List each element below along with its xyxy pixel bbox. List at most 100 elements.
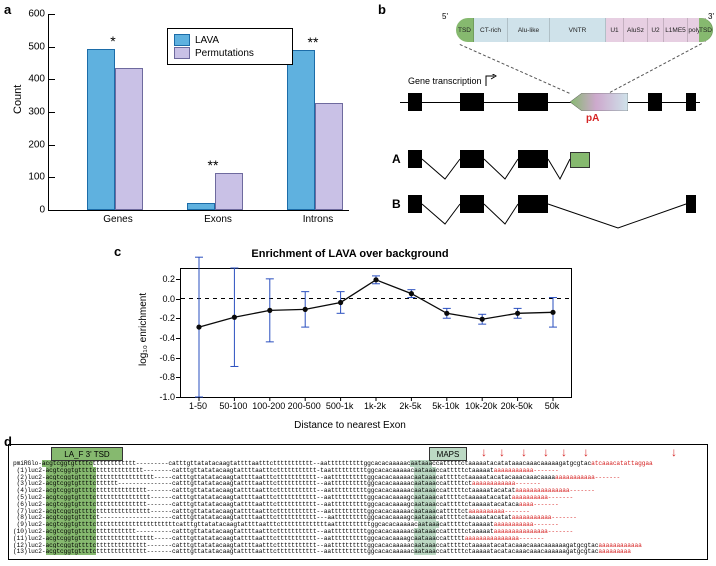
- legend-lava-label: LAVA: [195, 35, 219, 46]
- ytick-label: -0.2: [147, 313, 175, 323]
- sig-mark: *: [110, 33, 115, 49]
- bar-perm: [115, 68, 143, 210]
- ytick-label: 300: [19, 107, 45, 118]
- gene-line-B: [400, 204, 700, 205]
- ytick: [176, 279, 181, 280]
- exon: [686, 93, 696, 111]
- ytick-label: 400: [19, 74, 45, 85]
- ytick: [49, 112, 55, 113]
- exon: [408, 93, 422, 111]
- bar-lava: [87, 49, 115, 210]
- legend: LAVA Permutations: [167, 28, 293, 65]
- sig-mark: **: [308, 34, 319, 50]
- panel-d-header: LA_F 3' TSD MAPS ↓ ↓ ↓ ↓ ↓ ↓ ↓: [13, 447, 703, 461]
- guide-dash: [610, 43, 702, 93]
- splice-a: [408, 157, 598, 183]
- seq-block: pmiRGlo-acgtcggtgttttctttttttttttt------…: [13, 461, 703, 556]
- ytick-label: 0.0: [147, 294, 175, 304]
- ytick: [176, 358, 181, 359]
- ytick: [176, 377, 181, 378]
- ytick: [176, 299, 181, 300]
- polyA-arrow-icon: ↓: [499, 447, 505, 457]
- chart-c-plotarea: 0.20.0-0.2-0.4-0.6-0.8-1.0: [180, 268, 572, 398]
- ytick: [176, 397, 181, 398]
- ytick-label: 600: [19, 9, 45, 20]
- ytick-label: -0.8: [147, 372, 175, 382]
- transcription-text: Gene transcription: [408, 76, 482, 86]
- seq-row: (13)luc2-acgtcggtgttttctttttttttttttt---…: [13, 549, 703, 556]
- pA-label: pA: [586, 113, 599, 124]
- five-prime-label: 5': [442, 12, 448, 21]
- ytick: [49, 47, 55, 48]
- xtick-label: Introns: [283, 214, 353, 225]
- figure-root: { "panel_labels": {"a":"a","b":"b","c":"…: [0, 0, 716, 566]
- legend-swatch-lava: [174, 34, 190, 46]
- polyA-arrow-icon: ↓: [543, 447, 549, 457]
- xtick-label: Exons: [183, 214, 253, 225]
- chart-c-title: Enrichment of LAVA over background: [120, 248, 580, 260]
- ytick-label: 100: [19, 172, 45, 183]
- panel-b: 5' 3' TSDCT-richAlu-likeVNTRU1AluSzU2L1M…: [380, 4, 710, 240]
- cassette-seg-label: Alu-like: [518, 27, 539, 34]
- exon: [648, 93, 662, 111]
- lava-cassette: TSDCT-richAlu-likeVNTRU1AluSzU2L1ME5poly…: [456, 18, 706, 42]
- chart-c-xtitle: Distance to nearest Exon: [120, 420, 580, 431]
- ytick-label: -0.6: [147, 353, 175, 363]
- polyA-arrow-icon: ↓: [521, 447, 527, 457]
- exon: [518, 93, 548, 111]
- cassette-seg-label: TSD: [699, 27, 712, 34]
- ytick: [49, 210, 55, 211]
- polyA-arrow-icon: ↓: [583, 447, 589, 457]
- sig-mark: **: [208, 157, 219, 173]
- cassette-seg: L1ME5: [664, 18, 688, 42]
- legend-perm-label: Permutations: [195, 48, 254, 59]
- chart-c-svg: [181, 269, 571, 397]
- cassette-seg: CT-rich: [474, 18, 508, 42]
- tsd-header: LA_F 3' TSD: [51, 447, 123, 461]
- cassette-seg: TSD: [699, 18, 713, 42]
- panel-a: Count 0100200300400500600Genes*Exons**In…: [10, 4, 370, 240]
- ytick-label: -0.4: [147, 333, 175, 343]
- cassette-seg-label: CT-rich: [480, 27, 501, 34]
- cassette-seg: U2: [648, 18, 664, 42]
- cassette-seg-label: L1ME5: [665, 27, 686, 34]
- panel-c: Enrichment of LAVA over background log₁₀…: [120, 246, 580, 434]
- polyA-arrow-icon: ↓: [561, 447, 567, 457]
- cassette-seg-label: VNTR: [569, 27, 587, 34]
- exon: [460, 93, 484, 111]
- xtick-label: Genes: [83, 214, 153, 225]
- ytick: [176, 318, 181, 319]
- ytick-label: 0: [19, 205, 45, 216]
- ytick: [49, 79, 55, 80]
- ytick: [49, 145, 55, 146]
- lava-insertion-arrow: [570, 93, 628, 111]
- splice-b: [408, 202, 708, 232]
- cassette-seg: AluSz: [624, 18, 648, 42]
- ytick-label: 500: [19, 41, 45, 52]
- polyA-arrow-icon: ↓: [671, 447, 677, 457]
- bar-lava: [187, 203, 215, 210]
- ytick-label: 200: [19, 139, 45, 150]
- three-prime-label: 3': [708, 12, 714, 21]
- ytick: [49, 177, 55, 178]
- cassette-seg: TSD: [456, 18, 474, 42]
- maps-header: MAPS: [429, 447, 467, 461]
- cassette-seg-label: TSD: [458, 27, 471, 34]
- gene-line-A: [400, 159, 700, 160]
- ytick: [176, 338, 181, 339]
- cassette-seg-label: U2: [651, 27, 659, 34]
- gene-line-top: [400, 102, 700, 103]
- cassette-seg: U1: [606, 18, 624, 42]
- legend-swatch-perm: [174, 47, 190, 59]
- transcription-label: Gene transcription: [408, 74, 498, 88]
- cassette-seg-label: AluSz: [627, 27, 644, 34]
- chart-a-plotarea: 0100200300400500600Genes*Exons**Introns*…: [48, 14, 349, 211]
- polyA-arrow-icon: ↓: [481, 447, 487, 457]
- ytick: [49, 14, 55, 15]
- panel-d-alignment: LA_F 3' TSD MAPS ↓ ↓ ↓ ↓ ↓ ↓ ↓ pmiRGlo-acgtcgg…: [8, 444, 708, 560]
- bar-perm: [215, 173, 243, 210]
- ytick-label: 0.2: [147, 274, 175, 284]
- cassette-seg: Alu-like: [508, 18, 550, 42]
- xlabel: 50k: [522, 401, 582, 411]
- cassette-seg-label: U1: [610, 27, 618, 34]
